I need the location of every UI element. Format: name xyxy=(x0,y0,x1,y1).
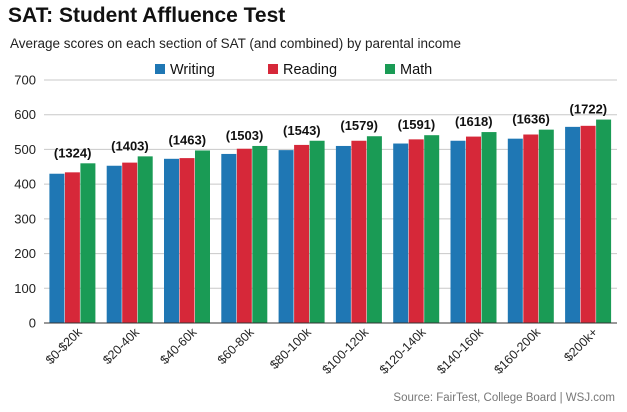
bar-math xyxy=(252,145,268,323)
combined-score-label: (1403) xyxy=(111,138,149,153)
y-tick-label: 300 xyxy=(14,211,36,226)
chart-title: SAT: Student Affluence Test xyxy=(8,4,286,27)
bar-writing xyxy=(393,143,409,323)
bar-writing xyxy=(106,165,122,323)
y-axis-tick-labels: 0 100 200 300 400 500 600 700 xyxy=(14,73,36,331)
x-category-label: $80-100k xyxy=(267,325,314,372)
bar-writing xyxy=(507,138,523,323)
bar-writing xyxy=(335,145,351,323)
x-category-label: $100-120k xyxy=(320,325,372,377)
chart-subtitle: Average scores on each section of SAT (a… xyxy=(10,36,462,51)
legend-label-math: Math xyxy=(400,62,432,78)
x-category-label: $200k+ xyxy=(561,325,600,364)
x-category-label: $40-60k xyxy=(158,325,200,367)
bar-writing xyxy=(565,126,581,323)
y-tick-label: 0 xyxy=(29,316,36,331)
y-tick-label: 500 xyxy=(14,142,36,157)
y-tick-label: 700 xyxy=(14,73,36,88)
combined-score-label: (1618) xyxy=(455,114,493,129)
bar-reading xyxy=(236,148,252,323)
bar-reading xyxy=(523,134,539,323)
legend-swatch-reading xyxy=(268,64,278,74)
source-note: Source: FairTest, College Board | WSJ.co… xyxy=(393,392,615,404)
y-tick-label: 200 xyxy=(14,246,36,261)
y-tick-label: 400 xyxy=(14,177,36,192)
bar-reading xyxy=(466,136,481,323)
x-category-label: $120-140k xyxy=(377,325,429,377)
bar-math xyxy=(538,129,554,323)
bar-math xyxy=(596,119,612,324)
bar-reading xyxy=(294,144,310,323)
combined-score-label: (1636) xyxy=(512,112,550,127)
x-category-label: $160-200k xyxy=(491,325,543,377)
bar-writing xyxy=(164,158,179,323)
bar-reading xyxy=(64,172,80,323)
bar-reading xyxy=(351,140,367,323)
bar-writing xyxy=(450,140,466,323)
x-category-label: $60-80k xyxy=(215,325,257,367)
bar-math xyxy=(80,163,96,323)
x-axis-category-labels: $0-$20k $20-40k $40-60k $60-80k $80-100k $100… xyxy=(43,325,601,377)
combined-score-label: (1463) xyxy=(168,132,206,147)
bar-reading xyxy=(408,139,424,323)
bar-math xyxy=(481,132,497,323)
legend-label-reading: Reading xyxy=(283,62,337,78)
bar-math xyxy=(424,135,440,323)
combined-score-label: (1503) xyxy=(226,128,264,143)
bar-reading xyxy=(122,162,138,323)
combined-score-label: (1722) xyxy=(570,102,608,117)
x-category-label: $140-160k xyxy=(434,325,486,377)
combined-score-label: (1579) xyxy=(340,118,378,133)
x-category-label: $0-$20k xyxy=(43,325,85,367)
combined-score-label: (1543) xyxy=(283,123,321,138)
legend: Writing Reading Math xyxy=(155,62,432,78)
legend-swatch-math xyxy=(385,64,395,74)
combined-score-label: (1591) xyxy=(398,117,436,132)
y-tick-label: 600 xyxy=(14,107,36,122)
y-tick-label: 100 xyxy=(14,281,36,296)
bar-reading xyxy=(580,125,596,323)
bar-math xyxy=(137,156,153,323)
bar-math xyxy=(309,140,325,323)
bar-writing xyxy=(221,153,237,323)
bar-math xyxy=(366,136,382,323)
bar-writing xyxy=(49,173,65,323)
bar-writing xyxy=(278,150,294,323)
x-category-label: $20-40k xyxy=(100,325,142,367)
bar-math xyxy=(195,150,210,323)
combined-score-labels: (1324) (1403) (1463) (1503) (1543) (1579) (159… xyxy=(54,102,607,161)
legend-swatch-writing xyxy=(155,64,165,74)
legend-label-writing: Writing xyxy=(170,62,215,78)
bars xyxy=(49,119,612,324)
bar-reading xyxy=(179,158,195,323)
combined-score-label: (1324) xyxy=(54,145,92,160)
